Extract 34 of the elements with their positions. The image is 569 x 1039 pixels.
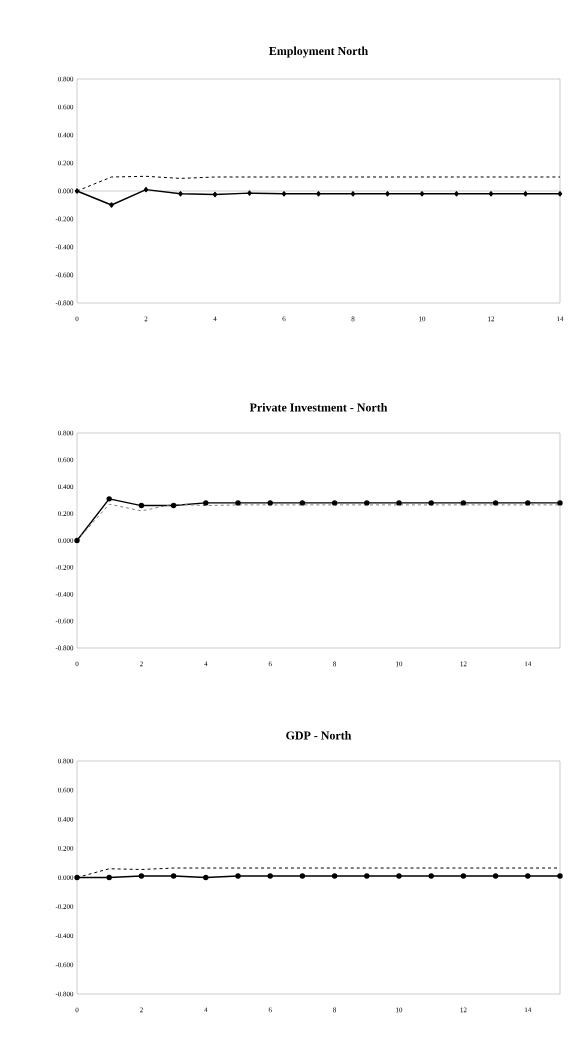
point [235, 500, 241, 506]
point [385, 191, 390, 197]
point [106, 496, 112, 502]
point [143, 186, 149, 193]
point [109, 202, 114, 208]
point [557, 191, 563, 197]
point [454, 191, 459, 197]
point [492, 500, 499, 506]
point [74, 537, 80, 544]
point [350, 191, 356, 197]
point [212, 191, 218, 198]
chart-title: Employment North [269, 46, 368, 58]
point [203, 500, 209, 506]
chart-title: GDP - North [286, 731, 352, 740]
point [299, 500, 306, 506]
point [364, 500, 370, 506]
point [138, 502, 145, 509]
point [331, 500, 338, 506]
point [74, 188, 80, 194]
point [267, 500, 273, 506]
point [247, 190, 252, 196]
point [316, 191, 321, 197]
point [557, 500, 563, 506]
point [525, 500, 531, 506]
point [488, 191, 494, 197]
chart-title: Private Investment - North [249, 403, 388, 412]
point [178, 191, 183, 197]
point [396, 500, 402, 506]
point [523, 191, 528, 197]
point [428, 500, 434, 506]
point [419, 191, 425, 197]
point [460, 500, 467, 506]
point [170, 502, 177, 509]
point [281, 191, 287, 197]
